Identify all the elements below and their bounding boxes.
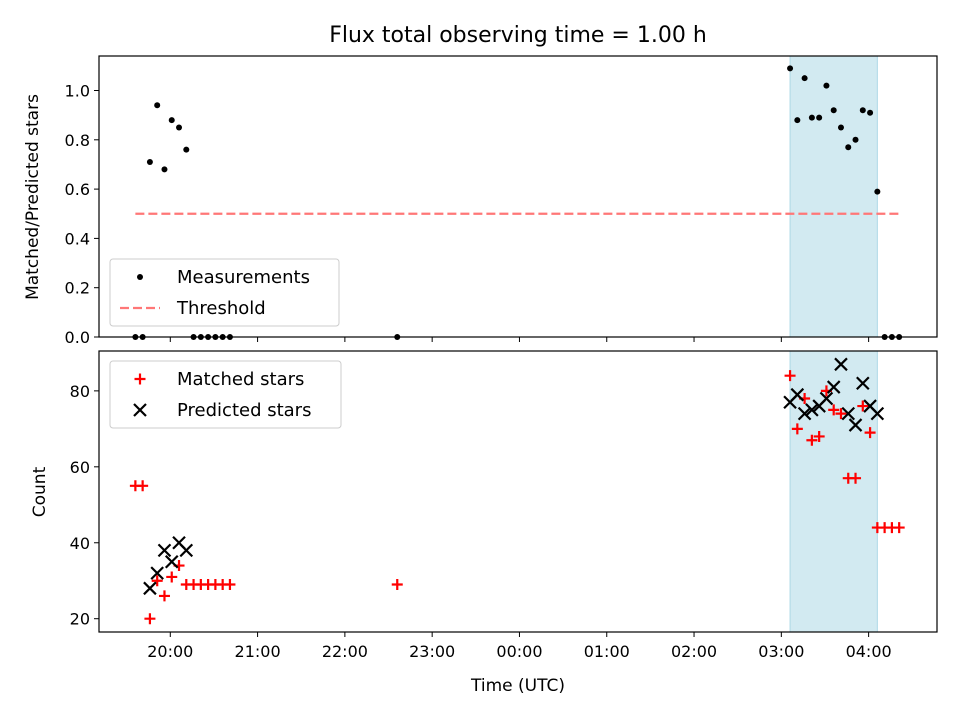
matched-stars-point bbox=[784, 370, 796, 382]
legend-matched-swatch bbox=[134, 373, 146, 385]
matched-stars-point bbox=[813, 430, 825, 442]
measurement-point bbox=[852, 136, 859, 143]
y-axis-label-bottom: Count bbox=[30, 466, 50, 517]
top-panel: 0.0 0.2 0.4 0.6 0.8 1.0 Measurements Threshold bbox=[65, 55, 938, 347]
chart-title: Flux total observing time = 1.00 h bbox=[329, 23, 707, 48]
matched-stars-point bbox=[158, 590, 170, 602]
matched-stars-point bbox=[857, 400, 869, 412]
matched-stars-point bbox=[144, 613, 156, 625]
legend: Matched stars Predicted stars bbox=[109, 360, 342, 429]
predicted-stars-point bbox=[797, 406, 812, 421]
measurement-point bbox=[859, 107, 866, 114]
y-tick-label: 40 bbox=[70, 534, 90, 553]
y-tick-label: 1.0 bbox=[65, 82, 90, 101]
predicted-stars-point bbox=[150, 566, 164, 580]
measurement-point bbox=[154, 102, 161, 109]
y-tick-label: 80 bbox=[70, 382, 90, 401]
x-tick-label: 02:00 bbox=[671, 642, 717, 661]
matched-stars-point bbox=[806, 434, 818, 446]
x-tick-label: 21:00 bbox=[235, 642, 281, 661]
matched-stars-point bbox=[828, 404, 840, 416]
predicted-stars-point bbox=[841, 406, 856, 421]
predicted-stars-point bbox=[164, 554, 179, 569]
measurement-point bbox=[845, 144, 852, 151]
measurement-point bbox=[168, 117, 175, 124]
measurement-point bbox=[808, 114, 815, 121]
predicted-stars-point bbox=[157, 543, 172, 558]
x-tick-label: 04:00 bbox=[846, 642, 892, 661]
measurement-point bbox=[867, 109, 874, 116]
legend-label: Matched stars bbox=[177, 369, 304, 390]
x-tick-label: 00:00 bbox=[496, 642, 542, 661]
legend-box bbox=[109, 360, 342, 429]
x-tick-label: 01:00 bbox=[584, 642, 630, 661]
predicted-stars-point bbox=[819, 391, 834, 406]
matched-stars-point bbox=[137, 480, 149, 492]
x-tick-label: 22:00 bbox=[322, 642, 368, 661]
measurement-point bbox=[837, 124, 844, 131]
x-tick-label: 03:00 bbox=[758, 642, 804, 661]
y-tick-label: 0.4 bbox=[65, 229, 90, 248]
y-axis-label-top: Matched/Predicted stars bbox=[23, 94, 43, 300]
predicted-stars-point bbox=[179, 543, 194, 558]
measurement-point bbox=[176, 124, 183, 131]
y-tick-label: 0.8 bbox=[65, 131, 90, 150]
legend-label: Predicted stars bbox=[177, 400, 311, 421]
legend-predicted-swatch bbox=[133, 403, 147, 417]
measurement-point bbox=[787, 65, 794, 72]
matched-stars-point bbox=[864, 427, 876, 439]
y-tick-label: 0.6 bbox=[65, 180, 90, 199]
measurement-point bbox=[146, 158, 153, 165]
predicted-stars-point bbox=[870, 406, 885, 421]
matched-stars-point bbox=[391, 579, 403, 591]
matched-stars-point bbox=[151, 575, 163, 587]
measurement-point bbox=[801, 75, 808, 82]
predicted-stars-point bbox=[856, 376, 870, 391]
matched-stars-point bbox=[166, 571, 178, 583]
measurement-point bbox=[830, 107, 837, 114]
measurement-point bbox=[816, 114, 823, 121]
plot-frame bbox=[98, 55, 938, 338]
measurement-point bbox=[794, 117, 801, 124]
predicted-stars-point bbox=[834, 357, 848, 372]
legend-label: Threshold bbox=[176, 298, 266, 319]
matched-stars-point bbox=[850, 472, 862, 484]
y-tick-label: 60 bbox=[70, 458, 90, 477]
measurement-point bbox=[874, 188, 881, 195]
predicted-stars-point bbox=[790, 387, 805, 402]
y-tick-label: 0.0 bbox=[65, 328, 90, 347]
x-axis-label: Time (UTC) bbox=[470, 676, 565, 696]
shaded-region bbox=[789, 350, 878, 633]
shaded-region bbox=[789, 55, 878, 338]
bottom-panel: 20 40 60 80 20:00 21:00 22:00 23:00 00:00 01:00 02… bbox=[70, 350, 938, 661]
matched-stars-point bbox=[791, 423, 803, 435]
x-tick-label: 23:00 bbox=[409, 642, 455, 661]
measurement-point bbox=[823, 82, 830, 89]
measurement-point bbox=[183, 146, 190, 153]
y-tick-label: 0.2 bbox=[65, 279, 90, 298]
y-tick-label: 20 bbox=[70, 610, 90, 629]
plot-frame bbox=[98, 350, 938, 633]
matched-stars-point bbox=[893, 522, 905, 534]
legend-label: Measurements bbox=[177, 267, 310, 288]
matched-stars-point bbox=[835, 408, 847, 420]
matched-stars-point bbox=[224, 579, 236, 591]
predicted-stars-point bbox=[143, 581, 157, 596]
measurement-point bbox=[161, 166, 168, 173]
x-tick-label: 20:00 bbox=[147, 642, 193, 661]
legend-measurements-swatch bbox=[137, 274, 143, 280]
legend-box bbox=[109, 258, 340, 327]
legend: Measurements Threshold bbox=[109, 258, 340, 327]
predicted-stars-point bbox=[848, 418, 863, 432]
predicted-stars-point bbox=[805, 403, 819, 417]
predicted-stars-point bbox=[826, 380, 841, 394]
